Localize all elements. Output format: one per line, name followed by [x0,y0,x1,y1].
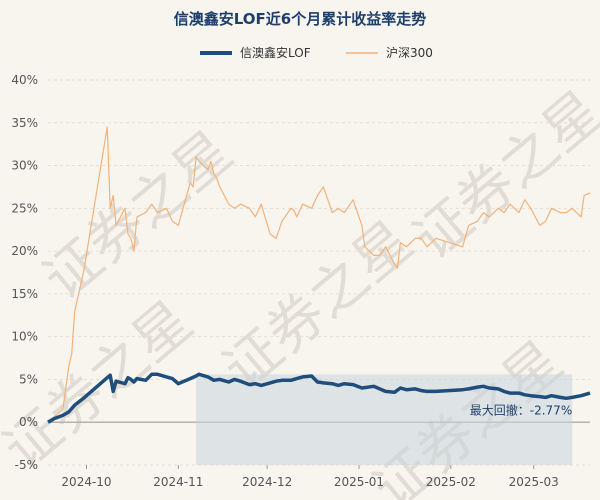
x-tick-label: 2024-12 [242,475,292,489]
series-line-fund [47,372,591,424]
x-tick-label: 2025-03 [509,475,559,489]
legend-swatch-fund [200,50,232,55]
watermark-text: 证券之星 [211,209,424,403]
y-tick-label: 30% [11,159,38,173]
legend-label-index: 沪深300 [386,46,433,60]
drawdown-shade [196,374,573,465]
y-tick-label: 35% [11,116,38,130]
y-tick-label: 20% [11,244,38,258]
x-tick-label: 2025-01 [334,475,384,489]
series-line-index [47,126,591,423]
y-tick-label: 5% [19,372,38,386]
y-tick-label: 40% [11,73,38,87]
legend-item-fund: 信澳鑫安LOF [200,44,311,61]
chart-title: 信澳鑫安LOF近6个月累计收益率走势 [173,10,427,28]
y-tick-label: 10% [11,330,38,344]
y-tick-label: 15% [11,287,38,301]
y-tick-label: 25% [11,201,38,215]
legend: 信澳鑫安LOF 沪深300 [0,44,600,62]
x-tick-label: 2024-10 [61,475,111,489]
legend-label-fund: 信澳鑫安LOF [240,46,311,60]
legend-item-index: 沪深300 [346,44,433,61]
x-tick-label: 2025-02 [426,475,476,489]
legend-swatch-index [346,51,378,54]
max-drawdown-label: 最大回撤：-2.77% [470,402,572,417]
y-tick-label: -5% [15,458,38,472]
y-tick-label: 0% [19,415,38,429]
x-tick-label: 2024-11 [153,475,203,489]
